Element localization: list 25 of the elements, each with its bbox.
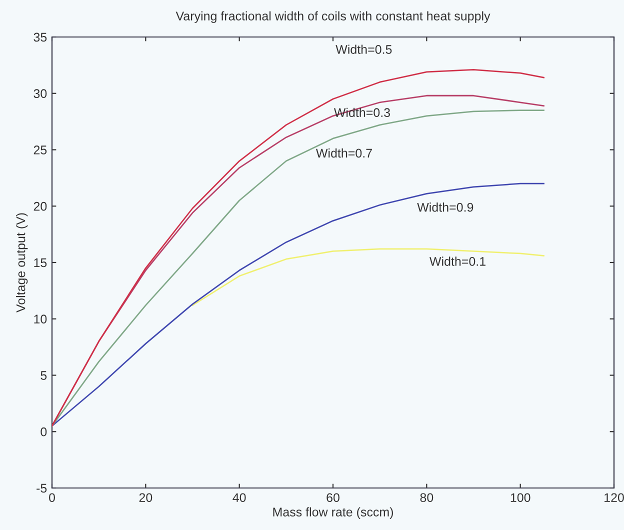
line-series (52, 182, 544, 427)
x-tick-label: 0 (49, 493, 55, 502)
y-axis-title: Voltage output (V) (16, 213, 28, 312)
line-series (192, 248, 544, 306)
y-tick-label: -5 (36, 484, 47, 493)
y-tick-label: 5 (40, 371, 47, 380)
y-tick-label: 30 (34, 89, 47, 98)
x-tick-label: 20 (139, 493, 152, 502)
series-label: Width=0.7 (316, 148, 372, 158)
series-label: Width=0.1 (430, 256, 486, 266)
x-tick-label: 60 (326, 493, 340, 502)
x-tick-label: 40 (232, 493, 246, 502)
series-label: Width=0.9 (417, 202, 474, 212)
y-tick-label: 15 (34, 258, 47, 268)
x-tick-label: 80 (420, 493, 434, 502)
x-axis-title: Mass flow rate (sccm) (273, 507, 393, 519)
y-tick-label: 10 (34, 314, 47, 324)
y-tick-label: 25 (34, 146, 47, 154)
chart-title: Varying fractional width of coils with constant heat supply (176, 11, 490, 23)
y-tick-label: 20 (34, 202, 47, 211)
x-tick-label: 120 (604, 493, 624, 502)
x-tick-label: 100 (510, 493, 530, 502)
text: Width=0.5 (336, 44, 392, 54)
y-tick-label: 35 (34, 32, 47, 42)
y-tick-label: 0 (40, 427, 47, 436)
